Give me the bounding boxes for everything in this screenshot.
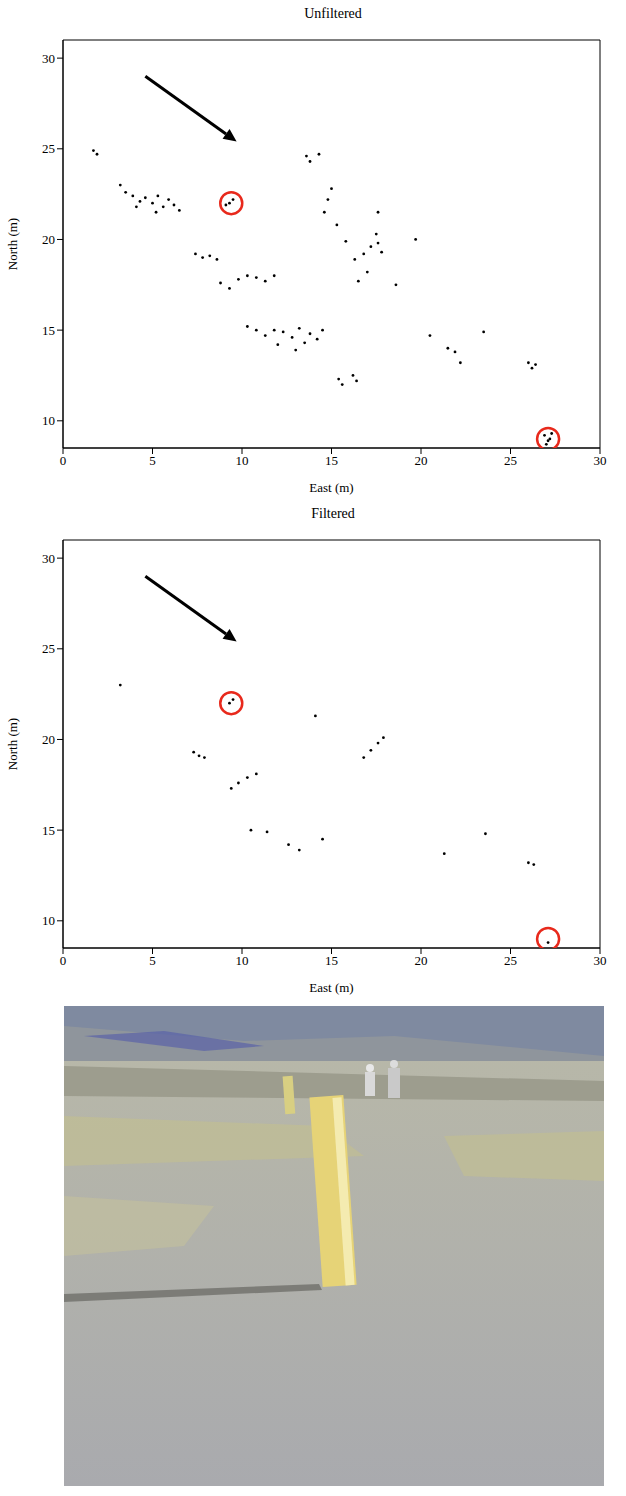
svg-text:0: 0 [60,953,67,968]
svg-text:20: 20 [415,453,428,468]
svg-text:North (m): North (m) [5,218,20,270]
svg-text:20: 20 [415,953,428,968]
svg-text:30: 30 [42,51,55,66]
svg-text:25: 25 [42,141,55,156]
svg-text:5: 5 [149,953,156,968]
svg-text:20: 20 [42,732,55,747]
svg-text:15: 15 [42,323,55,338]
svg-text:0: 0 [60,453,67,468]
svg-text:30: 30 [594,453,607,468]
svg-text:10: 10 [236,953,249,968]
svg-text:25: 25 [42,641,55,656]
svg-text:15: 15 [325,953,338,968]
svg-text:East (m): East (m) [309,480,353,495]
svg-text:20: 20 [42,232,55,247]
html-text:Unfiltered: Unfiltered [304,6,362,21]
svg-text:30: 30 [594,953,607,968]
svg-text:15: 15 [325,453,338,468]
svg-text:North (m): North (m) [5,718,20,770]
svg-text:25: 25 [504,453,517,468]
svg-text:5: 5 [149,453,156,468]
svg-text:15: 15 [42,823,55,838]
svg-text:10: 10 [236,453,249,468]
svg-text:East (m): East (m) [309,980,353,995]
svg-text:25: 25 [504,953,517,968]
svg-text:10: 10 [42,413,55,428]
svg-text:10: 10 [42,913,55,928]
svg-text:30: 30 [42,551,55,566]
html-text:Filtered: Filtered [311,506,355,521]
